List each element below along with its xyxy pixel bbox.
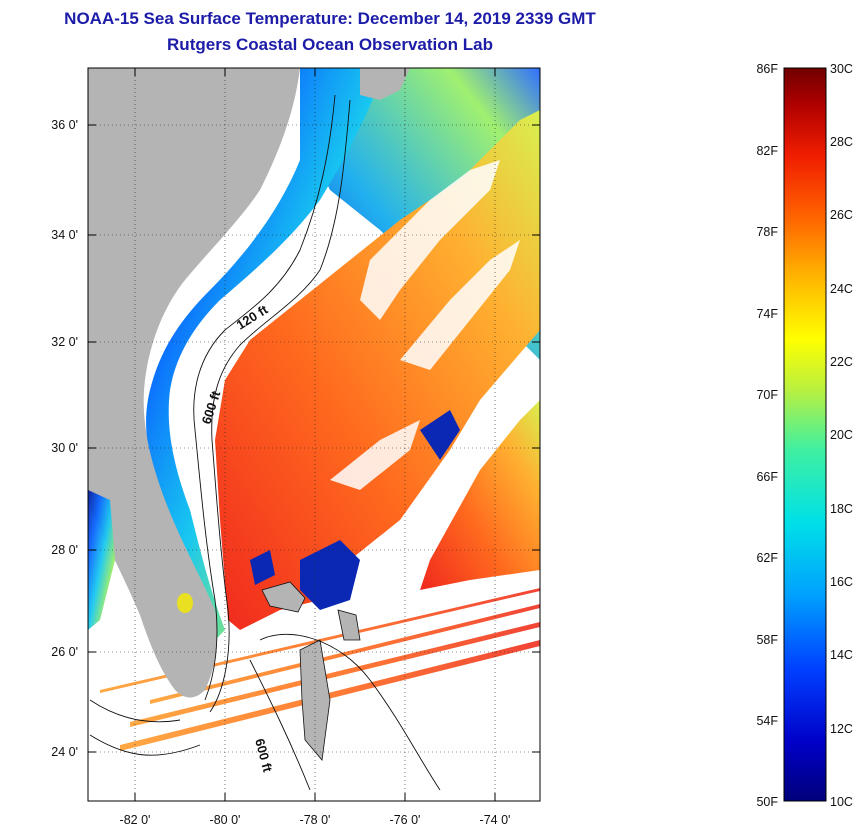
map-subtitle: Rutgers Coastal Ocean Observation Lab	[167, 35, 493, 54]
lat-label-30: 30 0'	[51, 441, 78, 455]
lon-label-82: -82 0'	[120, 813, 151, 827]
cbar-f-66: 66F	[756, 470, 778, 484]
cbar-c-24: 24C	[830, 282, 853, 296]
cbar-c-18: 18C	[830, 502, 853, 516]
lat-label-36: 36 0'	[51, 118, 78, 132]
chesapeake-land	[360, 68, 410, 100]
lat-label-28: 28 0'	[51, 543, 78, 557]
cbar-c-10: 10C	[830, 795, 853, 809]
lat-label-32: 32 0'	[51, 335, 78, 349]
lat-label-26: 26 0'	[51, 645, 78, 659]
graticule	[88, 68, 540, 801]
gulf-stream-warm-region	[215, 110, 540, 630]
gulf-of-mexico-coastal	[88, 490, 115, 630]
cbar-f-54: 54F	[756, 714, 778, 728]
reef-contour	[89, 699, 201, 756]
isobath-600ft	[209, 99, 351, 713]
cbar-c-26: 26C	[830, 208, 853, 222]
lake-okeechobee	[177, 593, 193, 613]
bahamas-bank-contour	[249, 633, 441, 791]
axis-ticks	[88, 68, 540, 801]
lon-label-78: -78 0'	[300, 813, 331, 827]
cbar-c-22: 22C	[830, 355, 853, 369]
colorbar	[783, 67, 827, 802]
cbar-f-82: 82F	[756, 144, 778, 158]
cbar-c-30: 30C	[830, 62, 853, 76]
lon-label-80: -80 0'	[210, 813, 241, 827]
cbar-c-20: 20C	[830, 428, 853, 442]
cbar-f-78: 78F	[756, 225, 778, 239]
cbar-c-12: 12C	[830, 722, 853, 736]
cbar-c-14: 14C	[830, 648, 853, 662]
isobaths	[89, 94, 441, 791]
lon-label-76: -76 0'	[390, 813, 421, 827]
map-frame	[87, 67, 541, 802]
map-panel	[88, 68, 540, 801]
cbar-f-50: 50F	[756, 795, 778, 809]
cbar-f-62: 62F	[756, 551, 778, 565]
map-title: NOAA-15 Sea Surface Temperature: Decembe…	[64, 9, 596, 28]
lon-label-74: -74 0'	[480, 813, 511, 827]
cbar-f-86: 86F	[756, 62, 778, 76]
eastern-warm-patch	[420, 400, 540, 590]
lat-label-34: 34 0'	[51, 228, 78, 242]
cbar-f-58: 58F	[756, 633, 778, 647]
cloud-cover	[330, 160, 520, 490]
isobath-120ft	[193, 94, 336, 701]
cbar-c-28: 28C	[830, 135, 853, 149]
lat-label-24: 24 0'	[51, 745, 78, 759]
cbar-f-70: 70F	[756, 388, 778, 402]
bahamas-land	[261, 581, 361, 761]
cbar-f-74: 74F	[756, 307, 778, 321]
southeast-us-land	[88, 68, 300, 698]
cbar-c-16: 16C	[830, 575, 853, 589]
